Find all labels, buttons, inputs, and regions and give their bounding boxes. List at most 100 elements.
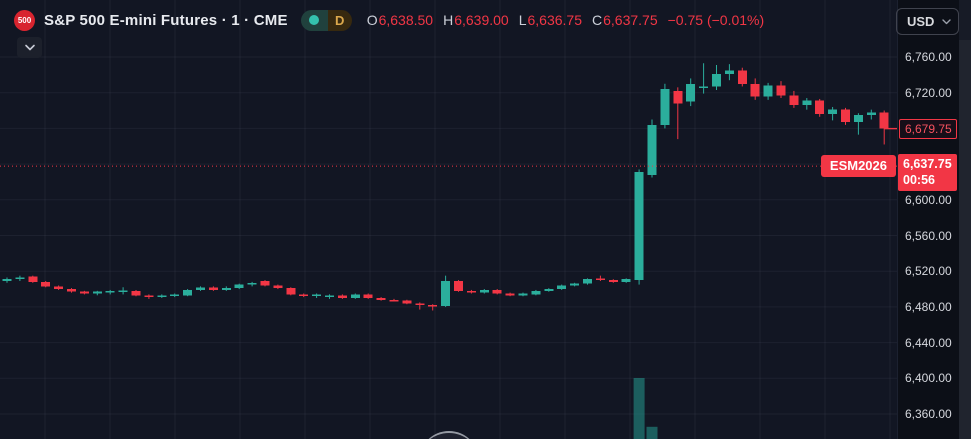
candle	[376, 297, 386, 301]
tradingview-watermark	[419, 431, 479, 439]
candle	[389, 298, 399, 302]
price-change: −0.75 (−0.01%)	[667, 12, 765, 28]
candle	[54, 285, 64, 290]
ohlc-high-value: 6,639.00	[454, 12, 509, 28]
candle	[686, 78, 696, 107]
candle	[299, 293, 309, 298]
candle	[363, 293, 373, 299]
candle	[415, 302, 425, 310]
candle	[608, 279, 618, 283]
price-axis-tick: 6,480.00	[905, 299, 952, 314]
ohlc-low-value: 6,636.75	[527, 12, 583, 28]
candle	[170, 293, 180, 298]
window-edge-strip	[959, 0, 971, 439]
candle	[337, 294, 347, 299]
candle	[79, 290, 89, 295]
ohlc-open-label: O	[366, 12, 378, 28]
price-axis-tick: 6,520.00	[905, 264, 952, 279]
candle	[595, 275, 605, 282]
candle	[479, 289, 489, 294]
candle	[802, 98, 812, 110]
candle	[724, 64, 734, 81]
candle	[544, 288, 554, 292]
ohlc-high-label: H	[443, 12, 454, 28]
candle	[105, 289, 115, 295]
sp500-logo[interactable]: 500	[14, 9, 35, 31]
candle	[815, 98, 825, 117]
price-axis-tick: 6,720.00	[905, 85, 952, 100]
price-axis-tick: 6,400.00	[905, 371, 952, 386]
candle	[712, 65, 721, 91]
price-axis-tick: 6,440.00	[905, 335, 952, 350]
candle	[234, 283, 244, 290]
ohlc-values: O 6,638.50 H 6,639.00 L 6,636.75 C 6,637…	[367, 12, 764, 28]
candle	[196, 286, 205, 291]
candle	[531, 289, 541, 296]
candle	[2, 277, 12, 283]
price-axis-tick: 6,560.00	[905, 228, 952, 243]
candle	[428, 304, 438, 311]
candle	[621, 278, 631, 283]
price-axis-tick: 6,760.00	[905, 50, 952, 64]
countdown-price-label: 6,637.75 00:56	[898, 154, 957, 192]
candle	[570, 282, 580, 287]
ohlc-high: H 6,639.00	[443, 12, 509, 28]
candle	[441, 275, 451, 307]
candle	[41, 281, 51, 288]
market-status-segment	[300, 9, 328, 31]
candle	[454, 280, 463, 292]
chevron-down-icon	[942, 18, 951, 24]
currency-selector[interactable]: USD	[896, 8, 959, 35]
candle	[505, 292, 515, 297]
interval-badge[interactable]: D	[300, 9, 352, 31]
symbol-title[interactable]: S&P 500 E-mini Futures · 1 · CME	[44, 11, 288, 29]
candle	[583, 278, 592, 285]
candle	[247, 281, 257, 287]
candle	[763, 82, 773, 100]
candle	[92, 290, 102, 296]
symbol-info-bar: 500 S&P 500 E-mini Futures · 1 · CME D O…	[14, 0, 894, 40]
candle	[518, 292, 528, 297]
candle	[634, 169, 644, 285]
candle	[673, 87, 683, 140]
candle	[866, 109, 876, 120]
candle	[402, 299, 412, 305]
ohlc-close: C 6,637.75	[592, 12, 658, 28]
candle	[828, 106, 838, 121]
candle	[699, 63, 709, 94]
candle	[557, 284, 567, 290]
candle	[660, 83, 670, 129]
price-axis[interactable]: 6,679.75 6,637.75 00:56 6,760.00 6,720.00…	[897, 0, 959, 439]
candle	[144, 294, 154, 299]
ohlc-close-value: 6,637.75	[603, 12, 658, 28]
candle	[157, 294, 167, 298]
price-axis-tick: 6,600.00	[905, 192, 952, 207]
ohlc-low-label: L	[518, 12, 527, 28]
candle	[776, 81, 786, 99]
market-status-dot-icon	[309, 15, 320, 25]
candle	[15, 275, 25, 282]
candle	[221, 286, 231, 291]
candle	[466, 289, 476, 294]
candle	[286, 287, 296, 296]
bar-countdown-timer: 00:56	[903, 173, 935, 188]
candle	[28, 275, 38, 283]
candle	[312, 293, 322, 298]
candle	[647, 119, 657, 178]
candle	[183, 289, 193, 297]
currency-label: USD	[907, 14, 935, 29]
ohlc-open: O 6,638.50	[367, 12, 433, 28]
chevron-down-icon	[24, 44, 35, 50]
candle	[737, 67, 747, 87]
window-edge-strip-top	[959, 0, 971, 40]
candle	[67, 288, 76, 293]
interval-letter: D	[327, 9, 352, 31]
candle	[208, 286, 218, 291]
price-axis-tick: 6,360.00	[905, 407, 952, 421]
ohlc-close-label: C	[592, 12, 603, 28]
legend-collapse-button[interactable]	[17, 37, 42, 58]
candle	[260, 280, 270, 287]
candle	[841, 107, 850, 125]
candlestick-chart[interactable]	[0, 0, 897, 439]
candle	[350, 293, 360, 299]
